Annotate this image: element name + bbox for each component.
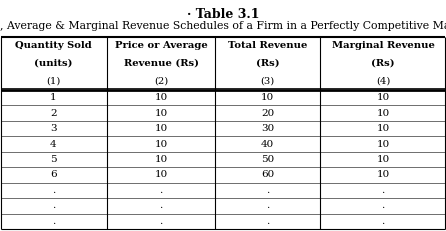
Text: .: . bbox=[52, 201, 55, 210]
Text: 10: 10 bbox=[154, 124, 168, 133]
Text: Revenue (Rs): Revenue (Rs) bbox=[124, 59, 198, 68]
Text: .: . bbox=[381, 201, 384, 210]
Text: 10: 10 bbox=[376, 140, 390, 149]
Text: (Rs): (Rs) bbox=[371, 59, 395, 68]
Text: 10: 10 bbox=[376, 155, 390, 164]
Text: 5: 5 bbox=[50, 155, 57, 164]
Text: 50: 50 bbox=[261, 155, 274, 164]
Text: .: . bbox=[381, 186, 384, 195]
Text: · Table 3.1: · Table 3.1 bbox=[187, 8, 259, 21]
Text: .: . bbox=[266, 217, 269, 226]
Text: 10: 10 bbox=[154, 155, 168, 164]
Text: .: . bbox=[159, 201, 163, 210]
Text: .: . bbox=[52, 186, 55, 195]
Text: 10: 10 bbox=[376, 109, 390, 118]
Text: .: . bbox=[159, 186, 163, 195]
Text: .: . bbox=[266, 186, 269, 195]
Text: (2): (2) bbox=[154, 77, 168, 86]
Text: 10: 10 bbox=[376, 170, 390, 179]
Text: .: . bbox=[381, 217, 384, 226]
Text: 10: 10 bbox=[154, 140, 168, 149]
Text: 4: 4 bbox=[50, 140, 57, 149]
Text: 10: 10 bbox=[154, 170, 168, 179]
Text: 10: 10 bbox=[376, 93, 390, 102]
Text: 10: 10 bbox=[154, 93, 168, 102]
Text: .: . bbox=[266, 201, 269, 210]
Text: .: . bbox=[52, 217, 55, 226]
Text: 40: 40 bbox=[261, 140, 274, 149]
Text: 60: 60 bbox=[261, 170, 274, 179]
Text: Total Revenue: Total Revenue bbox=[228, 41, 307, 50]
Text: 2: 2 bbox=[50, 109, 57, 118]
Text: Quantity Sold: Quantity Sold bbox=[15, 41, 92, 50]
Text: 1: 1 bbox=[50, 93, 57, 102]
Text: (Rs): (Rs) bbox=[256, 59, 279, 68]
Text: 6: 6 bbox=[50, 170, 57, 179]
Text: 10: 10 bbox=[376, 124, 390, 133]
Text: 10: 10 bbox=[154, 109, 168, 118]
Text: Marginal Revenue: Marginal Revenue bbox=[331, 41, 434, 50]
Text: 30: 30 bbox=[261, 124, 274, 133]
Text: 3: 3 bbox=[50, 124, 57, 133]
Text: .: . bbox=[159, 217, 163, 226]
Text: 10: 10 bbox=[261, 93, 274, 102]
Text: Total, Average & Marginal Revenue Schedules of a Firm in a Perfectly Competitive: Total, Average & Marginal Revenue Schedu… bbox=[0, 21, 446, 31]
Text: (4): (4) bbox=[376, 77, 390, 86]
Text: (1): (1) bbox=[46, 77, 61, 86]
Text: 20: 20 bbox=[261, 109, 274, 118]
Text: (units): (units) bbox=[34, 59, 73, 68]
Text: Price or Average: Price or Average bbox=[115, 41, 207, 50]
Text: (3): (3) bbox=[260, 77, 275, 86]
